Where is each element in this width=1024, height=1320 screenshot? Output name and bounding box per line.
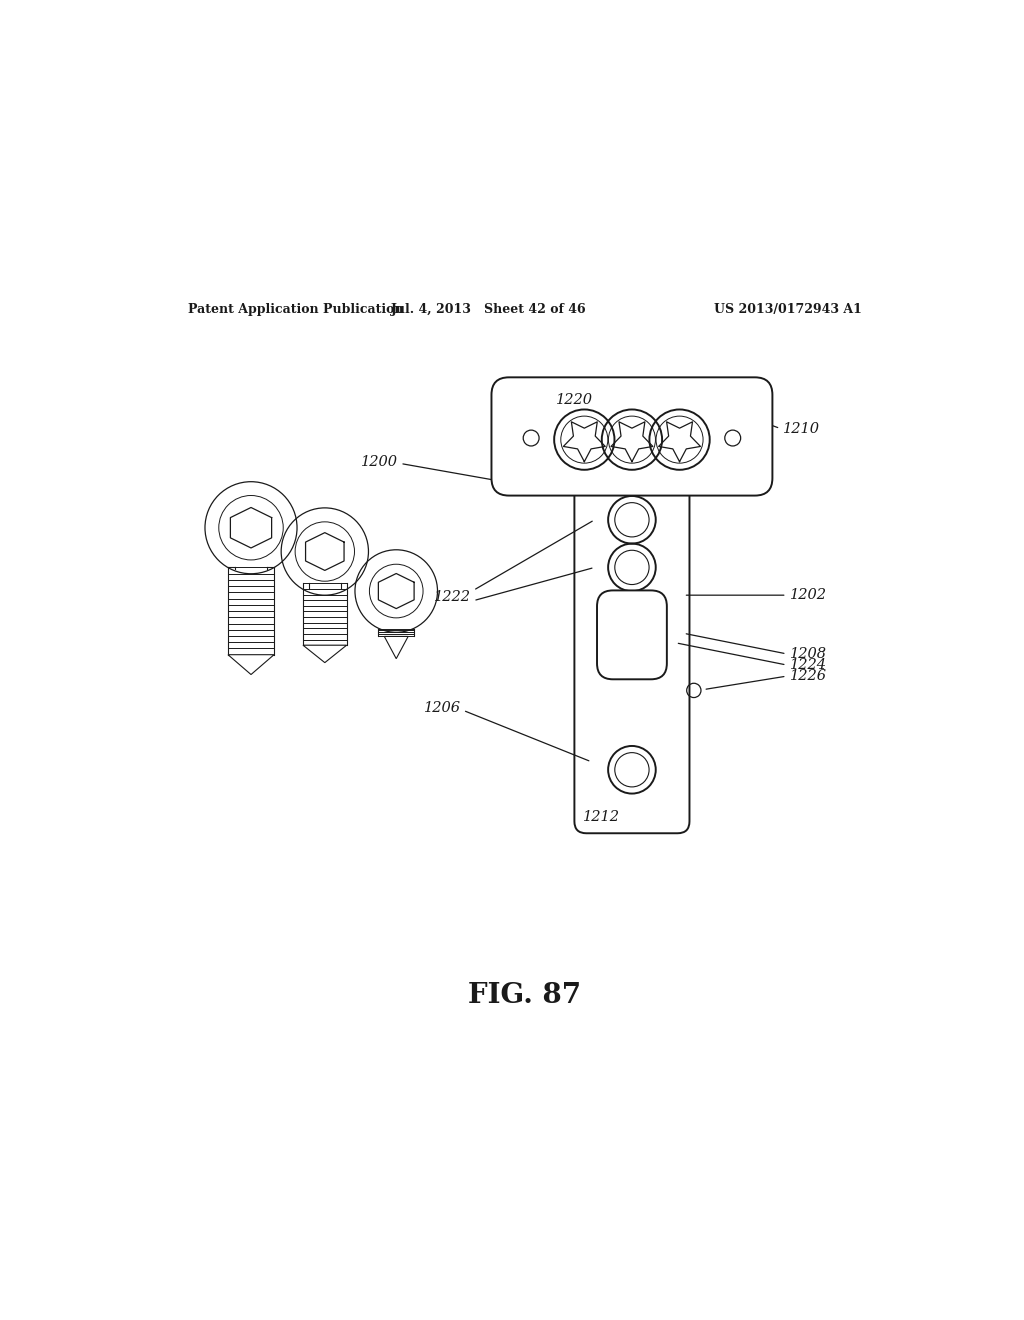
Text: 1210: 1210 bbox=[782, 421, 820, 436]
Text: 1220: 1220 bbox=[555, 393, 593, 407]
Text: 1202: 1202 bbox=[790, 589, 826, 602]
Text: US 2013/0172943 A1: US 2013/0172943 A1 bbox=[714, 304, 862, 315]
Text: 1200: 1200 bbox=[360, 455, 397, 469]
Polygon shape bbox=[384, 636, 409, 659]
Text: 1226: 1226 bbox=[790, 669, 826, 684]
FancyBboxPatch shape bbox=[492, 378, 772, 495]
Polygon shape bbox=[303, 645, 347, 663]
Text: 1224: 1224 bbox=[790, 657, 826, 672]
Text: 1212: 1212 bbox=[584, 810, 621, 825]
Text: Patent Application Publication: Patent Application Publication bbox=[187, 304, 403, 315]
Text: 1206: 1206 bbox=[424, 701, 461, 715]
Polygon shape bbox=[228, 655, 274, 675]
FancyBboxPatch shape bbox=[574, 458, 689, 833]
Text: 1208: 1208 bbox=[790, 647, 826, 661]
Text: 1222: 1222 bbox=[434, 590, 471, 603]
Bar bbox=[589, 473, 675, 482]
Text: FIG. 87: FIG. 87 bbox=[468, 982, 582, 1010]
FancyBboxPatch shape bbox=[597, 590, 667, 680]
Text: Jul. 4, 2013   Sheet 42 of 46: Jul. 4, 2013 Sheet 42 of 46 bbox=[391, 304, 587, 315]
